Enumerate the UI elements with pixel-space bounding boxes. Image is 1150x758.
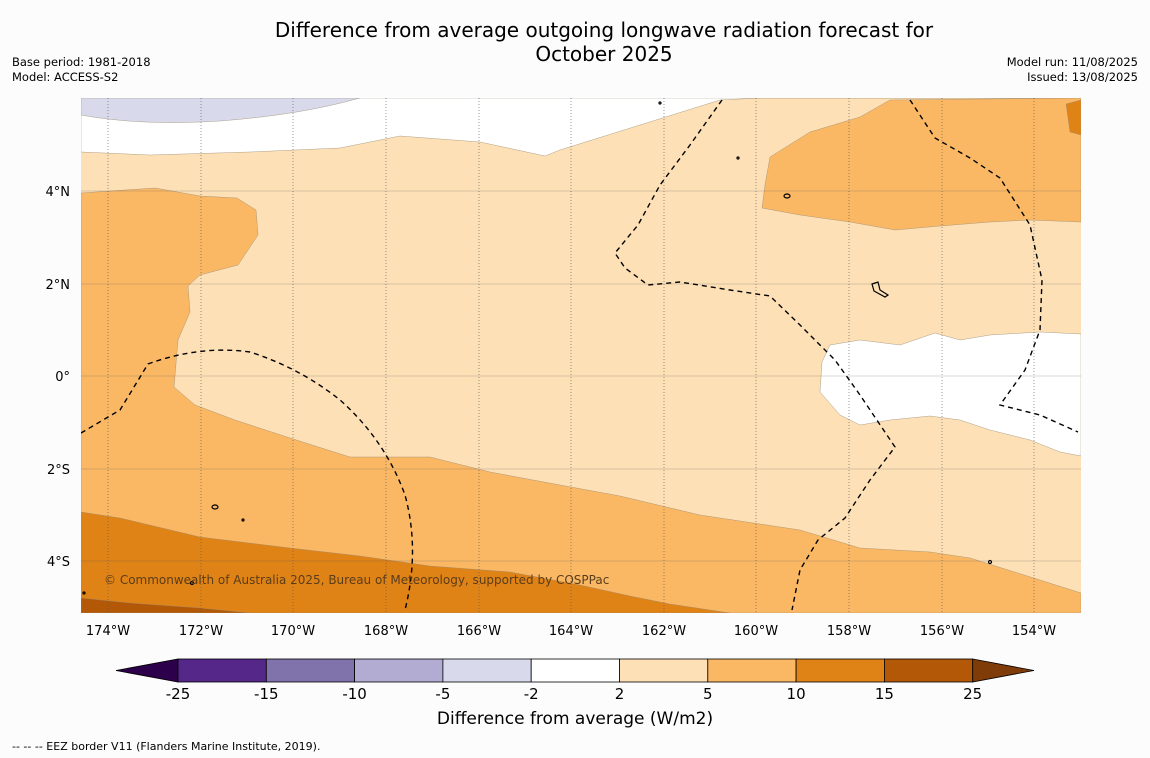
colorbar-tick-labels: -25 -15 -10 -5 -2 2 5 10 15 25 (166, 685, 982, 703)
anomaly-10-to-15-south (81, 511, 731, 613)
colorbar-segment (442, 658, 532, 683)
colorbar-segment (707, 658, 797, 683)
run-info: Model run: 11/08/2025 Issued: 13/08/2025 (1007, 55, 1138, 85)
colorbar-segment (884, 658, 974, 683)
longitude-labels: 174°W 172°W 170°W 168°W 166°W 164°W 162°W 160°W… (86, 624, 1056, 639)
eez-border-west (81, 349, 414, 611)
title-line-1: Difference from average outgoing longwav… (274, 18, 934, 42)
colorbar-segment (177, 658, 267, 683)
eez-border-east (909, 99, 1079, 433)
colorbar-segment (530, 658, 620, 683)
anomaly-5-to-10-northeast (761, 98, 1081, 231)
anomaly-10-to-15-northeast (1065, 99, 1081, 136)
eez-footnote: -- -- -- EEZ border V11 (Flanders Marine… (12, 740, 321, 753)
copyright-notice: © Commonwealth of Australia 2025, Bureau… (104, 573, 609, 587)
colorbar-tick-label: -15 (254, 685, 279, 703)
longitude-label: 172°W (179, 624, 223, 639)
colorbar-segment (619, 658, 709, 683)
longitude-label: 160°W (734, 624, 778, 639)
island (189, 580, 195, 586)
chart-title: Difference from average outgoing longwav… (200, 18, 1008, 66)
anomaly-neutral-east (819, 331, 1081, 457)
longitude-label: 156°W (920, 624, 964, 639)
latitude-labels: 4°N 2°N 0° 2°S 4°S (46, 185, 71, 570)
longitude-label: 170°W (271, 624, 315, 639)
anomaly-neg5-to-neg2 (81, 98, 361, 123)
colorbar-segment (354, 658, 444, 683)
model-name: Model: ACCESS-S2 (12, 70, 119, 84)
anomaly-15-to-25-southwest (81, 597, 251, 613)
longitude-label: 168°W (364, 624, 408, 639)
colorbar-title: Difference from average (W/m2) (436, 709, 714, 729)
base-period: Base period: 1981-2018 (12, 55, 151, 69)
model-run: Model run: 11/08/2025 (1006, 55, 1138, 69)
colorbar-segment (265, 658, 355, 683)
map-area: © Commonwealth of Australia 2025, Bureau… (81, 98, 1081, 613)
colorbar-tick-label: 15 (875, 685, 894, 703)
anomaly-neutral-north (81, 98, 1081, 157)
colorbar-tick-label: -25 (166, 685, 191, 703)
island (783, 193, 791, 199)
island (736, 156, 740, 160)
latitude-label: 2°S (47, 463, 70, 478)
colorbar-segment (795, 658, 885, 683)
islands (82, 101, 993, 595)
issued-date: Issued: 13/08/2025 (1027, 70, 1138, 84)
colorbar-tick-label: 5 (703, 685, 713, 703)
anomaly-5-to-10-southwest (81, 187, 1081, 613)
island (211, 504, 219, 510)
island (658, 101, 662, 105)
colorbar-extend-max (972, 658, 1035, 683)
title-line-2: October 2025 (535, 42, 673, 66)
eez-borders (81, 99, 1079, 611)
latitude-label: 4°S (47, 555, 70, 570)
colorbar-tick-label: 10 (787, 685, 806, 703)
model-info: Base period: 1981-2018 Model: ACCESS-S2 (12, 55, 151, 85)
longitude-label: 174°W (86, 624, 130, 639)
map-grid (81, 98, 1081, 613)
colorbar-tick-label: -10 (342, 685, 367, 703)
colorbar-tick-label: -5 (435, 685, 450, 703)
latitude-label: 4°N (46, 185, 71, 200)
colorbar-tick-label: -2 (524, 685, 539, 703)
eez-border-central (614, 99, 896, 611)
island (82, 591, 86, 595)
longitude-label: 166°W (457, 624, 501, 639)
colorbar-tick-label: 25 (963, 685, 982, 703)
island (241, 518, 245, 522)
longitude-label: 164°W (549, 624, 593, 639)
colorbar (115, 658, 1035, 683)
colorbar-tick-label: 2 (615, 685, 625, 703)
longitude-label: 158°W (827, 624, 871, 639)
island (871, 281, 890, 298)
colorbar-extend-min (115, 658, 179, 683)
latitude-label: 2°N (46, 278, 71, 293)
latitude-label: 0° (55, 370, 70, 385)
island (987, 559, 993, 565)
longitude-label: 162°W (642, 624, 686, 639)
longitude-label: 154°W (1012, 624, 1056, 639)
